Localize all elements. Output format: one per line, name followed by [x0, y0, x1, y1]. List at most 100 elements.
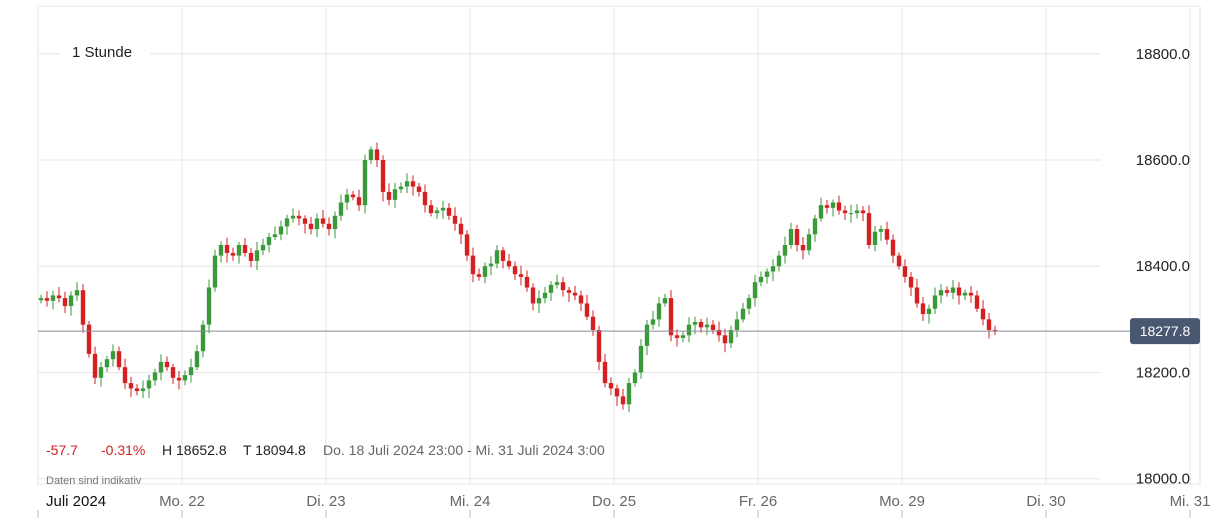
candle [368, 146, 374, 165]
data-note: Daten sind indikativ [46, 475, 142, 487]
candle [572, 285, 578, 301]
timeframe-label[interactable]: 1 Stunde [72, 44, 132, 61]
candle [230, 247, 236, 261]
candle [296, 210, 302, 226]
candle [926, 304, 932, 324]
candle [536, 290, 542, 313]
candle [380, 155, 386, 202]
candle [104, 356, 110, 372]
x-axis-label: Mo. 29 [879, 493, 925, 510]
candle [458, 217, 464, 244]
candle [350, 190, 356, 201]
candle [128, 376, 134, 397]
candle [164, 356, 170, 371]
plot-area [37, 5, 1201, 485]
candle [272, 226, 278, 241]
x-axis-label: Mi. 31 [1170, 493, 1211, 510]
candle [800, 237, 806, 260]
candle [266, 232, 272, 253]
candle [788, 222, 794, 249]
candle [908, 272, 914, 296]
candle [200, 320, 206, 358]
y-tick-label: 18000.0 [1136, 471, 1190, 488]
candle [644, 319, 650, 355]
candle [86, 320, 92, 358]
candle [992, 325, 998, 336]
last-price-label: 18277.8 [1140, 323, 1191, 339]
candle [530, 283, 536, 311]
candle [914, 278, 920, 308]
candle [704, 317, 710, 336]
candle [620, 388, 626, 410]
y-tick-label: 18200.0 [1136, 364, 1190, 381]
candle [182, 370, 188, 386]
candle [560, 276, 566, 297]
candle [206, 279, 212, 334]
timeframe-bg [60, 38, 150, 64]
candle [866, 205, 872, 249]
candle [50, 290, 56, 310]
candle [326, 217, 332, 236]
candle [554, 274, 560, 289]
candle [62, 291, 68, 313]
candle [500, 247, 506, 269]
candle [134, 384, 140, 396]
candle [812, 214, 818, 242]
candle [362, 154, 368, 214]
candle [374, 142, 380, 167]
low-value: T 18094.8 [243, 442, 306, 458]
candle [194, 344, 200, 371]
candle [152, 368, 158, 386]
y-tick-label: 18800.0 [1136, 46, 1190, 63]
candle [614, 384, 620, 406]
candle [638, 339, 644, 379]
candle [212, 249, 218, 292]
candle [446, 203, 452, 221]
x-axis-label: Fr. 26 [739, 493, 777, 510]
candle [770, 259, 776, 282]
candle [344, 188, 350, 210]
candle [566, 286, 572, 302]
candle [542, 286, 548, 304]
candle [980, 300, 986, 326]
candle [740, 302, 746, 323]
y-tick-label: 18400.0 [1136, 258, 1190, 275]
candle [608, 377, 614, 396]
candle [74, 282, 80, 301]
candle [938, 284, 944, 304]
x-axis-label: Di. 23 [306, 493, 345, 510]
y-tick-label: 18600.0 [1136, 152, 1190, 169]
candle [482, 262, 488, 284]
candle [956, 282, 962, 305]
candle [398, 182, 404, 193]
candle [578, 290, 584, 311]
candle [284, 214, 290, 235]
candle [140, 380, 146, 398]
change-value: -57.7 [46, 442, 78, 458]
candle [110, 344, 116, 367]
candle [392, 182, 398, 208]
candle [314, 213, 320, 238]
candle [950, 280, 956, 300]
candle [830, 199, 836, 217]
candle [242, 238, 248, 257]
candle [746, 294, 752, 315]
candle [302, 215, 308, 234]
candle [794, 224, 800, 252]
candle [236, 241, 242, 264]
candle [146, 374, 152, 398]
candle [872, 225, 878, 252]
candle [944, 286, 950, 297]
candle [860, 206, 866, 222]
candle [656, 297, 662, 327]
candle [80, 284, 86, 333]
candle [404, 173, 410, 193]
candle [728, 325, 734, 349]
candle [308, 216, 314, 235]
date-range: Do. 18 Juli 2024 23:00 - Mi. 31 Juli 202… [323, 442, 605, 458]
candle [518, 265, 524, 286]
candle [878, 225, 884, 241]
candle [776, 250, 782, 272]
